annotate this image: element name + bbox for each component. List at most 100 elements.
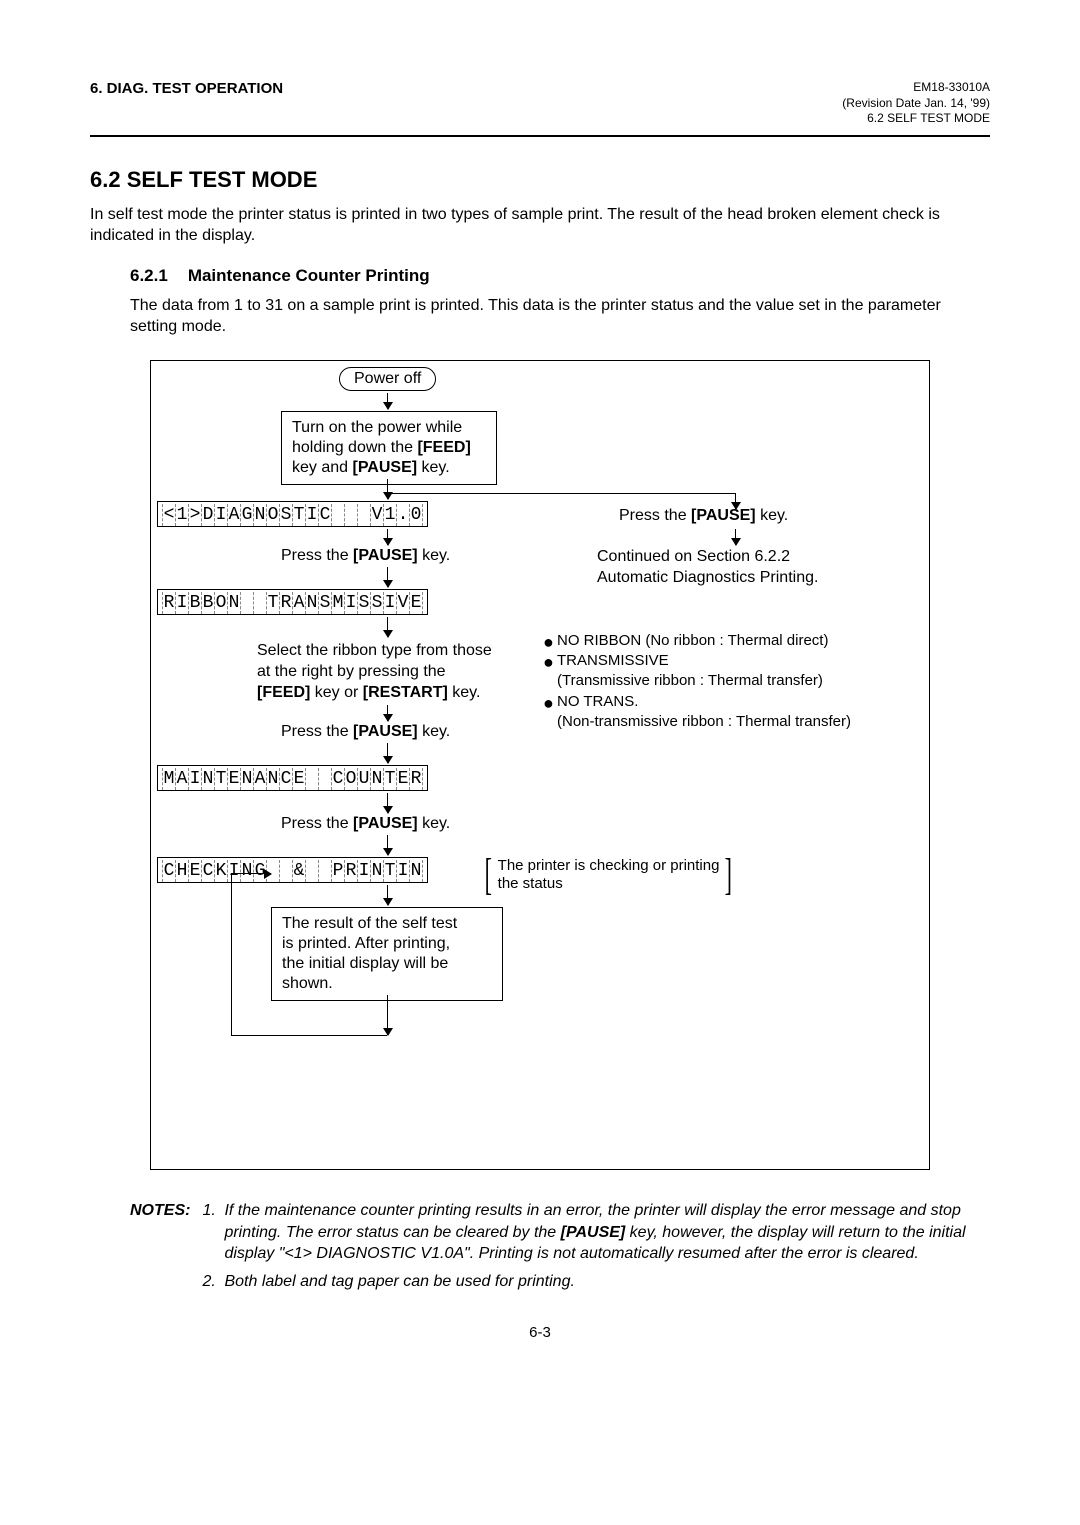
arrow-9 — [387, 835, 388, 855]
br-2: the status — [498, 875, 563, 892]
pp2-c: key. — [418, 723, 451, 740]
sel-c3: [RESTART] — [363, 684, 448, 701]
select-ribbon-text: Select the ribbon type from those at the… — [257, 641, 492, 703]
sub-body-31: 31 — [265, 297, 283, 314]
br-1: The printer is checking or printing — [498, 857, 720, 874]
flowchart: Power off Turn on the power while holdin… — [150, 360, 930, 1170]
ribbon-options: ●NO RIBBON (No ribbon : Thermal direct) … — [543, 631, 851, 732]
opt-2a: TRANSMISSIVE — [557, 651, 669, 671]
sub-body-a: The data from — [130, 297, 234, 314]
page-number: 6-3 — [90, 1324, 990, 1341]
pp-r-c: key. — [756, 507, 789, 524]
sel-c2: key or — [310, 684, 362, 701]
n1-b: [PAUSE] — [561, 1224, 626, 1241]
header-doc-id: EM18-33010A — [842, 80, 990, 96]
sel-a: Select the ribbon type from those — [257, 642, 492, 659]
power-off-label: Power off — [354, 370, 421, 387]
bracket-left-icon: [ — [485, 855, 492, 895]
bullet-icon: ● — [543, 694, 557, 712]
arrow-11 — [387, 995, 388, 1035]
node-power-off: Power off — [339, 367, 436, 391]
note-2-num: 2. — [202, 1271, 224, 1293]
arrow-8 — [387, 793, 388, 813]
header-rule — [90, 135, 990, 137]
press-pause-right: Press the [PAUSE] key. — [619, 507, 788, 525]
turn-on-c: key and — [292, 459, 352, 476]
loop-h — [231, 1035, 387, 1036]
arrow-6 — [387, 705, 388, 721]
sel-c4: key. — [448, 684, 481, 701]
opt-2b: (Transmissive ribbon : Thermal transfer) — [557, 671, 851, 691]
pp3-c: key. — [418, 815, 451, 832]
pp1-a: Press the — [281, 547, 353, 564]
turn-on-pause: [PAUSE] — [352, 459, 417, 476]
header-section: 6.2 SELF TEST MODE — [842, 111, 990, 127]
arrow-1 — [387, 393, 388, 409]
bullet-icon: ● — [543, 633, 557, 651]
arrow-3 — [387, 529, 388, 545]
lcd-ribbon: RIBBON TRANSMISSIVE — [157, 589, 428, 615]
subsection-heading: Maintenance Counter Printing — [188, 266, 430, 285]
opt-3b: (Non-transmissive ribbon : Thermal trans… — [557, 712, 851, 732]
arrow-5 — [387, 617, 388, 637]
lcd-maintenance: MAINTENANCE COUNTER — [157, 765, 428, 791]
lcd-checking: CHECKING & PRINTIN — [157, 857, 428, 883]
loop-v — [231, 873, 232, 1035]
cont-2: Automatic Diagnostics Printing. — [597, 569, 818, 586]
continued-label: Continued on Section 6.2.2 Automatic Dia… — [597, 547, 818, 589]
sel-b: at the right by pressing the — [257, 663, 446, 680]
sub-body-1: 1 — [234, 297, 243, 314]
notes-label: NOTES: — [130, 1200, 190, 1298]
res-4: shown. — [282, 975, 333, 992]
header-right: EM18-33010A (Revision Date Jan. 14, '99)… — [842, 80, 990, 127]
pp3-b: [PAUSE] — [353, 815, 418, 832]
bracket-note: [ The printer is checking or printing th… — [481, 855, 736, 895]
subsection-body: The data from 1 to 31 on a sample print … — [130, 296, 990, 338]
branch-v2 — [735, 529, 736, 545]
res-1: The result of the self test — [282, 915, 457, 932]
arrow-4 — [387, 567, 388, 587]
turn-on-a: Turn on the power while — [292, 419, 462, 436]
section-intro: In self test mode the printer status is … — [90, 205, 990, 247]
res-3: the initial display will be — [282, 955, 448, 972]
press-pause-1: Press the [PAUSE] key. — [281, 547, 450, 565]
node-result: The result of the self test is printed. … — [271, 907, 503, 1001]
sel-c1: [FEED] — [257, 684, 310, 701]
page-header: 6. DIAG. TEST OPERATION EM18-33010A (Rev… — [90, 80, 990, 127]
bracket-right-icon: ] — [725, 855, 732, 895]
note-1-num: 1. — [202, 1200, 224, 1265]
sub-body-b: to — [243, 297, 265, 314]
note-2-text: Both label and tag paper can be used for… — [224, 1271, 574, 1293]
section-title: 6.2 SELF TEST MODE — [90, 167, 990, 193]
pp1-b: [PAUSE] — [353, 547, 418, 564]
notes-body: 1. If the maintenance counter printing r… — [202, 1200, 990, 1298]
pp2-a: Press the — [281, 723, 353, 740]
arrow-2 — [387, 479, 388, 499]
arrow-10 — [387, 885, 388, 905]
pp1-c: key. — [418, 547, 451, 564]
turn-on-d: key. — [417, 459, 450, 476]
node-turn-on: Turn on the power while holding down the… — [281, 411, 497, 485]
pp2-b: [PAUSE] — [353, 723, 418, 740]
pp3-a: Press the — [281, 815, 353, 832]
subsection-num: 6.2.1 — [130, 266, 168, 285]
header-left: 6. DIAG. TEST OPERATION — [90, 80, 283, 97]
turn-on-b: holding down the — [292, 439, 417, 456]
opt-1: NO RIBBON (No ribbon : Thermal direct) — [557, 631, 828, 651]
notes-block: NOTES: 1. If the maintenance counter pri… — [130, 1200, 990, 1298]
header-revision: (Revision Date Jan. 14, '99) — [842, 96, 990, 112]
turn-on-feed: [FEED] — [417, 439, 470, 456]
note-1-text: If the maintenance counter printing resu… — [224, 1200, 990, 1265]
subsection-title: 6.2.1 Maintenance Counter Printing — [130, 266, 990, 286]
press-pause-2: Press the [PAUSE] key. — [281, 723, 450, 741]
bracket-text: The printer is checking or printing the … — [496, 857, 722, 893]
pp-r-b: [PAUSE] — [691, 507, 756, 524]
press-pause-3: Press the [PAUSE] key. — [281, 815, 450, 833]
cont-1: Continued on Section 6.2.2 — [597, 548, 790, 565]
arrow-7 — [387, 743, 388, 763]
loop-end — [231, 873, 271, 874]
opt-3a: NO TRANS. — [557, 692, 638, 712]
bullet-icon: ● — [543, 653, 557, 671]
res-2: is printed. After printing, — [282, 935, 450, 952]
branch-h — [388, 493, 736, 494]
